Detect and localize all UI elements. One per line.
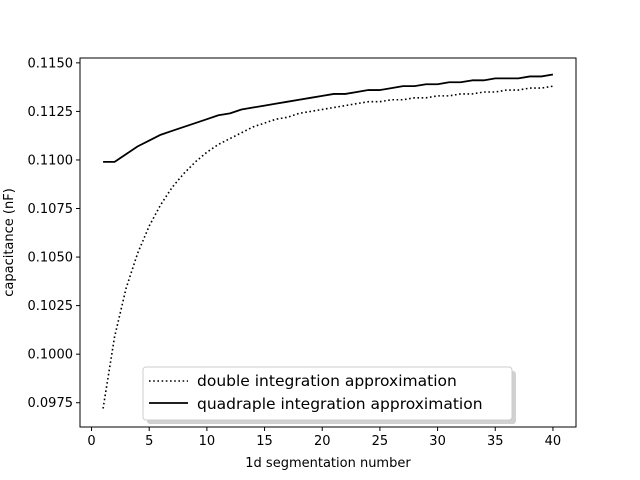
series-line-quadraple (103, 73, 554, 163)
y-tick-label: 0.1125 (28, 105, 74, 120)
x-tick-label: 35 (487, 434, 504, 449)
x-tick-label: 10 (199, 434, 216, 449)
x-tick-label: 0 (87, 434, 95, 449)
legend: double integration approximation quadrap… (142, 366, 516, 424)
x-tick-label: 15 (256, 434, 273, 449)
x-tick-label: 30 (429, 434, 446, 449)
x-tick-label: 25 (372, 434, 389, 449)
y-tick-label: 0.1025 (28, 299, 74, 314)
y-axis: 0.0975 0.1000 0.1025 0.1050 0.1075 0.1100 0.11… (28, 56, 80, 411)
x-axis-label: 1d segmentation number (245, 456, 411, 471)
legend-box (142, 366, 513, 421)
x-tick-label: 40 (545, 434, 562, 449)
x-tick-label: 5 (145, 434, 153, 449)
x-tick-label: 20 (314, 434, 331, 449)
series-layer (102, 73, 554, 409)
y-tick-label: 0.1000 (28, 348, 74, 363)
y-tick-label: 0.1150 (28, 56, 74, 71)
x-axis: 0 5 10 15 20 25 30 35 40 (87, 427, 561, 449)
y-tick-label: 0.1050 (28, 251, 74, 266)
y-tick-label: 0.0975 (28, 396, 74, 411)
y-tick-label: 0.1100 (28, 153, 74, 168)
y-axis-label: capacitance (nF) (2, 188, 17, 297)
legend-label-double: double integration approximation (197, 372, 457, 390)
y-tick-label: 0.1075 (28, 202, 74, 217)
plot-frame (79, 57, 577, 428)
legend-label-quadraple: quadraple integration approximation (197, 395, 483, 413)
